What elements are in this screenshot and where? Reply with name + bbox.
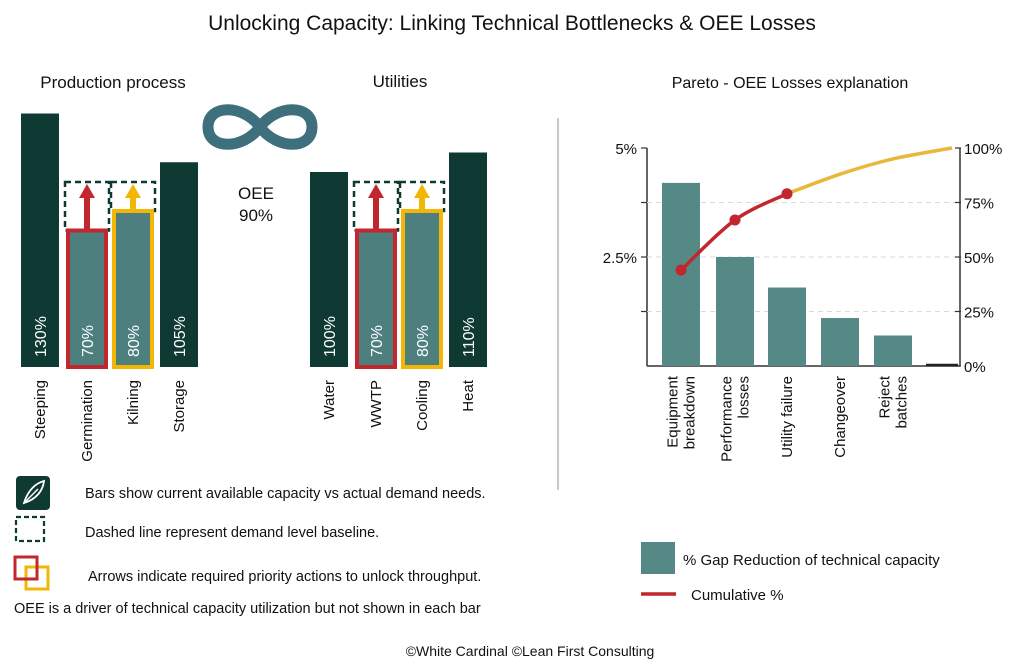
category-label-wwtp: WWTP [368, 380, 385, 427]
bar-kilning [112, 209, 154, 369]
arrow-head-wwtp [368, 184, 384, 198]
value-label-wwtp: 70% [369, 325, 386, 357]
pareto-category-label-equipment: Equipment [665, 375, 682, 448]
production-process-chart: 130% Steeping 70% Germination 80% Kilning 105%… [21, 113, 198, 462]
bar-wwtp [355, 228, 397, 369]
value-label-kilning: 80% [126, 325, 143, 357]
footer-copyright: ©White Cardinal ©Lean First Consulting [406, 643, 655, 659]
pareto-y2-label-0: 0% [964, 359, 986, 376]
legend-note-bars: Bars show current available capacity vs … [85, 486, 486, 502]
pareto-y-label-5: 5% [615, 141, 637, 158]
arrow-head-germination [79, 184, 95, 198]
bar-cooling [401, 209, 443, 369]
value-label-heat: 110% [461, 317, 478, 357]
legend-bar-swatch [641, 542, 675, 574]
pareto-category-label-reject: Reject [877, 375, 894, 418]
arrow-head-cooling [414, 184, 430, 198]
pareto-y-label-2-5: 2.5% [603, 250, 637, 267]
value-label-storage: 105% [172, 316, 189, 357]
pareto-category-label-performance: Performance [719, 376, 736, 462]
bar-storage [160, 162, 198, 367]
pareto-bar-utility-failure [768, 287, 806, 366]
arrow-head-kilning [125, 184, 141, 198]
cumulative-point-1 [729, 214, 741, 226]
bar-heat [449, 152, 487, 367]
legend-line-label: Cumulative % [691, 587, 784, 604]
oee-note: OEE is a driver of technical capacity ut… [14, 601, 481, 617]
category-label-kilning: Kilning [125, 380, 142, 425]
utilities-chart: 100% Water 70% WWTP 80% Cooling 110% Heat [310, 152, 487, 431]
pareto-category-label-batches: batches [894, 376, 911, 429]
bar-water [310, 172, 348, 367]
pareto-title: Pareto - OEE Losses explanation [672, 75, 909, 92]
category-label-storage: Storage [171, 380, 188, 433]
legend-notes: Bars show current available capacity vs … [13, 476, 486, 617]
cumulative-point-2 [781, 188, 793, 200]
oee-value: 90% [239, 206, 273, 225]
legend-bar-label: % Gap Reduction of technical capacity [683, 552, 940, 569]
priority-squares-icon [13, 555, 50, 591]
category-label-germination: Germination [79, 380, 96, 462]
pareto-category-label-losses: losses [736, 376, 753, 419]
pareto-bar-changeover [821, 318, 859, 366]
pareto-category-label-breakdown: breakdown [682, 376, 699, 449]
cumulative-point-0 [675, 264, 687, 276]
infinity-icon [202, 104, 318, 150]
category-label-steeping: Steeping [32, 380, 49, 439]
pareto-y2-label-50: 50% [964, 250, 994, 267]
pareto-bar-performance-losses [716, 257, 754, 366]
page-title: Unlocking Capacity: Linking Technical Bo… [208, 12, 816, 35]
pareto-bar-reject-batches [874, 335, 912, 366]
category-label-cooling: Cooling [414, 380, 431, 431]
production-process-title: Production process [40, 73, 186, 92]
utilities-title: Utilities [373, 72, 428, 91]
dashed-box-icon [14, 515, 46, 543]
bar-germination [66, 228, 108, 369]
value-label-cooling: 80% [415, 325, 432, 357]
pareto-y2-label-25: 25% [964, 305, 994, 322]
pareto-y2-label-100: 100% [964, 141, 1002, 158]
pareto-category-label-utility-failure: Utility failure [779, 376, 796, 458]
value-label-water: 100% [322, 316, 339, 357]
bar-steeping [21, 113, 59, 367]
category-label-heat: Heat [460, 379, 477, 412]
leaf-icon [16, 476, 50, 510]
legend-note-dashed: Dashed line represent demand level basel… [85, 525, 379, 541]
value-label-steeping: 130% [33, 316, 50, 357]
oee-label: OEE [238, 184, 274, 203]
cumulative-line-tail [786, 146, 953, 196]
category-label-water: Water [321, 380, 338, 419]
pareto-y2-label-75: 75% [964, 196, 994, 213]
value-label-germination: 70% [80, 325, 97, 357]
pareto-category-label-changeover: Changeover [832, 376, 849, 458]
pareto-chart: 100% 75% 50% 25% 0% 5% 2.5% Equipment breakdown P… [603, 141, 1003, 604]
legend-note-arrows: Arrows indicate required priority action… [88, 569, 481, 585]
